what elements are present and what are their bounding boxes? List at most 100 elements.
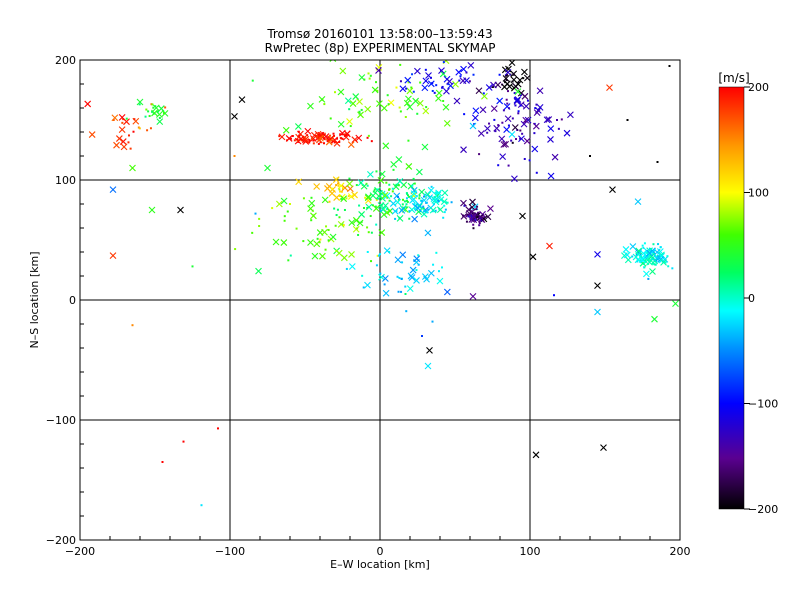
data-point-x: [372, 205, 380, 212]
data-point-x: [416, 168, 423, 176]
data-point-dot: [553, 294, 555, 297]
data-point-dot: [394, 217, 397, 220]
data-point-dot: [504, 74, 507, 77]
colorbar-tick-label: 0: [748, 292, 755, 305]
data-point-x: [332, 176, 340, 184]
data-point-dot: [405, 87, 408, 90]
data-point-x: [319, 252, 326, 260]
data-point-dot: [647, 277, 650, 280]
data-point-dot: [666, 255, 669, 258]
data-point-x: [413, 277, 420, 284]
data-point-x: [405, 163, 413, 170]
x-axis: −200 −100 0 100 200: [65, 536, 691, 558]
data-point-x: [238, 96, 246, 103]
colorbar-label: [m/s]: [718, 71, 749, 85]
data-point-x: [443, 119, 451, 127]
data-point-dot: [132, 130, 135, 133]
data-point-dot: [289, 254, 292, 257]
data-point-dot: [376, 188, 379, 191]
data-point-x: [490, 81, 497, 89]
data-point-x: [460, 146, 467, 154]
data-point-x: [424, 191, 432, 198]
data-point-dot: [375, 264, 378, 267]
data-point-dot: [329, 134, 332, 137]
data-point-dot: [469, 217, 472, 220]
data-point-x: [529, 253, 537, 261]
data-point-x: [348, 263, 356, 270]
data-point-dot: [465, 71, 468, 74]
data-point-x: [503, 126, 511, 134]
data-point-dot: [343, 208, 346, 211]
data-point-x: [427, 186, 435, 194]
data-point-dot: [251, 231, 254, 234]
data-point-dot: [511, 117, 514, 120]
data-point-x: [504, 115, 512, 123]
data-point-x: [634, 198, 642, 205]
data-point-dot: [519, 129, 522, 132]
data-point-dot: [322, 142, 325, 145]
data-point-dot: [507, 164, 510, 167]
data-point-dot: [505, 98, 508, 101]
data-point-dot: [356, 227, 359, 230]
data-point-dot: [441, 85, 444, 88]
data-point-x: [307, 239, 314, 246]
data-point-dot: [373, 188, 376, 191]
data-point-dot: [127, 141, 130, 144]
data-point-x: [411, 215, 419, 223]
data-point-dot: [407, 139, 410, 142]
data-point-dot: [506, 90, 509, 93]
data-point-dot: [450, 201, 453, 204]
data-point-dot: [436, 190, 439, 193]
data-point-dot: [522, 77, 525, 80]
data-point-x: [436, 206, 444, 213]
data-point-x: [469, 122, 477, 130]
data-point-x: [453, 97, 461, 105]
data-point-dot: [475, 208, 478, 211]
data-point-x: [536, 103, 544, 111]
data-point-dot: [402, 198, 405, 201]
data-point-dot: [376, 254, 379, 257]
data-point-x: [594, 308, 601, 316]
colorbar-tick-label: 200: [748, 81, 769, 94]
data-point-dot: [408, 217, 411, 220]
data-point-dot: [133, 118, 136, 121]
data-point-x: [435, 89, 443, 97]
data-point-dot: [437, 270, 440, 273]
data-point-x: [649, 268, 656, 275]
data-point-x: [275, 200, 283, 208]
data-point-dot: [296, 138, 299, 141]
data-point-x: [469, 293, 477, 300]
data-point-x: [412, 97, 420, 105]
data-point-dot: [345, 267, 348, 270]
colorbar-tick-label: −200: [748, 503, 778, 516]
data-point-dot: [517, 81, 520, 84]
x-tick-label: 0: [377, 545, 384, 558]
data-point-dot: [367, 231, 370, 234]
chart-title: Tromsø 20160101 13:58:00–13:59:43: [266, 27, 492, 41]
data-point-x: [643, 270, 650, 278]
data-point-x: [349, 100, 357, 107]
data-point-dot: [131, 324, 134, 327]
data-point-dot: [422, 195, 425, 198]
data-point-x: [521, 68, 528, 76]
data-point-dot: [478, 222, 481, 225]
data-point-dot: [370, 231, 373, 234]
data-point-dot: [347, 195, 350, 198]
data-point-x: [484, 125, 491, 132]
data-point-dot: [391, 190, 394, 193]
data-point-dot: [480, 216, 483, 219]
data-point-x: [622, 246, 630, 253]
data-point-x: [477, 130, 485, 137]
data-point-dot: [333, 141, 336, 144]
data-point-x: [422, 77, 430, 85]
data-point-x: [348, 251, 355, 258]
data-point-x: [469, 198, 476, 206]
data-point-dot: [652, 243, 655, 246]
data-point-dot: [437, 199, 440, 202]
data-point-x: [376, 100, 383, 107]
data-point-dot: [330, 187, 333, 190]
data-point-dot: [517, 112, 520, 115]
data-point-x: [490, 105, 498, 112]
data-point-x: [513, 96, 521, 104]
data-point-x: [318, 95, 326, 103]
